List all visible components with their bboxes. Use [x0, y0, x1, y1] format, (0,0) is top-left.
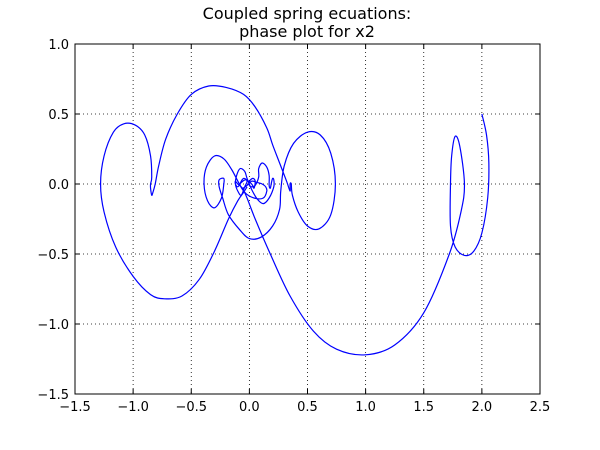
x-tick-label: 0.5 [297, 400, 318, 415]
y-tick-label: −1.5 [37, 388, 69, 403]
axis-ticks: −1.5 −1.0 −0.5 0.0 0.5 1.0 1.5 2.0 2.5 −1.5 −1.0 −0… [37, 38, 550, 415]
y-tick-label: 1.0 [48, 38, 69, 53]
x-tick-label: −0.5 [175, 400, 207, 415]
plot-area [99, 84, 490, 356]
chart-title-line-2: phase plot for x2 [239, 22, 375, 41]
y-tick-label: 0.5 [48, 108, 69, 123]
x-tick-label: 2.5 [530, 400, 551, 415]
x-tick-label: −1.5 [59, 400, 91, 415]
x-tick-label: 2.0 [472, 400, 493, 415]
x-tick-label: 1.5 [413, 400, 434, 415]
y-tick-label: −1.0 [37, 318, 69, 333]
x-tick-label: −1.0 [117, 400, 149, 415]
phase-trajectory-series-0 [99, 84, 490, 356]
y-tick-label: 0.0 [48, 178, 69, 193]
y-tick-label: −0.5 [37, 248, 69, 263]
chart-title-line-1: Coupled spring ecuations: [203, 4, 412, 23]
x-tick-label: 0.0 [239, 400, 260, 415]
x-tick-label: 1.0 [355, 400, 376, 415]
